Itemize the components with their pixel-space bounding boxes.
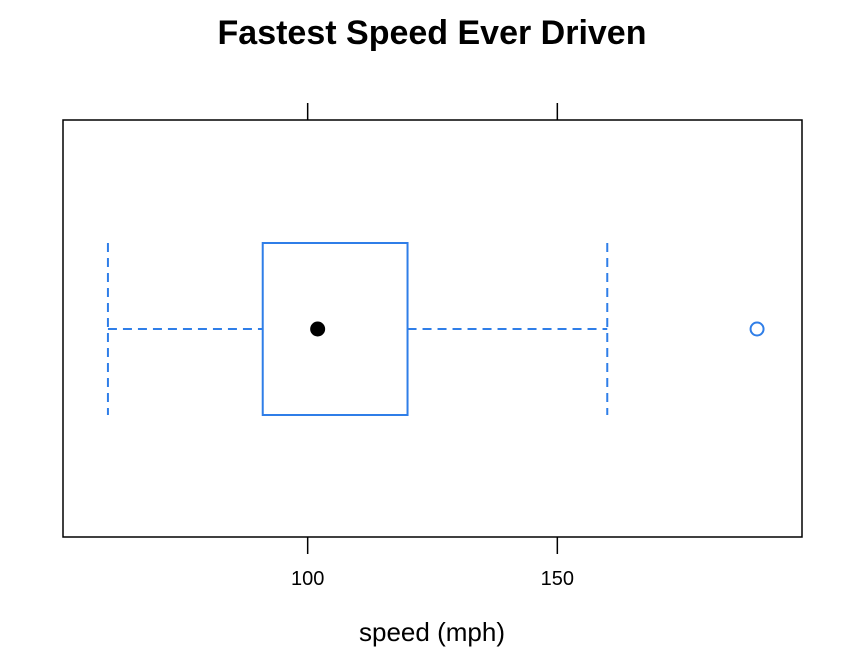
outlier-point-0 bbox=[749, 321, 765, 337]
top-axis-ticks bbox=[306, 103, 559, 120]
tick-label-100: 100 bbox=[291, 568, 324, 590]
tick-label-150: 150 bbox=[541, 568, 574, 590]
x-axis-label: speed (mph) bbox=[359, 617, 505, 647]
bottom-axis-ticks bbox=[306, 537, 559, 554]
boxplot bbox=[106, 242, 765, 416]
chart-title: Fastest Speed Ever Driven bbox=[218, 14, 647, 52]
plot-frame bbox=[62, 119, 803, 538]
x-tick-labels: 100 150 bbox=[291, 568, 574, 590]
median-dot bbox=[310, 321, 326, 337]
iqr-box bbox=[261, 242, 409, 416]
